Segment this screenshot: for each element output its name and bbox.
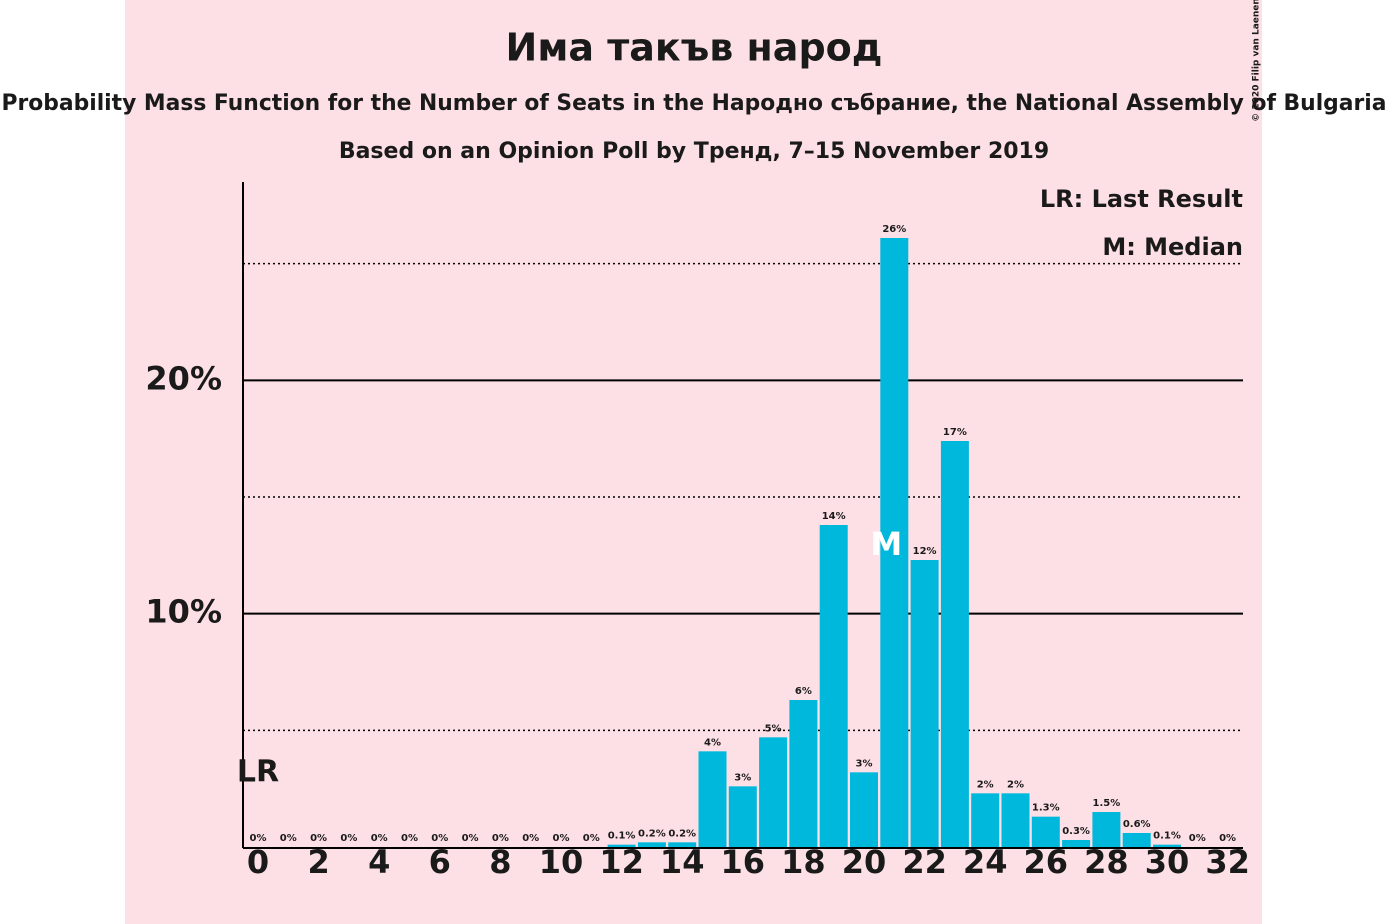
bar	[971, 793, 1000, 847]
bar	[940, 441, 969, 847]
bar	[819, 525, 848, 847]
x-tick-label: 16	[721, 843, 766, 881]
value-label: 0%	[250, 833, 267, 844]
value-label: 0%	[1219, 833, 1236, 844]
value-label: 0.6%	[1123, 819, 1151, 830]
value-label: 3%	[734, 772, 751, 783]
legend-entry: M: Median	[1102, 233, 1243, 261]
bar	[850, 772, 878, 847]
bar	[668, 842, 697, 847]
bar	[607, 844, 636, 847]
x-tick-label: 20	[842, 843, 887, 881]
bar	[1001, 793, 1030, 847]
bar	[910, 560, 939, 847]
value-label: 4%	[704, 737, 721, 748]
bar	[759, 737, 788, 847]
bar	[880, 238, 909, 847]
bar	[1092, 812, 1121, 847]
x-tick-label: 24	[963, 843, 1008, 881]
bar	[698, 751, 727, 847]
value-label: 0.1%	[1153, 831, 1181, 842]
x-tick-label: 28	[1084, 843, 1129, 881]
value-label: 0%	[431, 833, 448, 844]
last-result-marker: LR	[237, 755, 279, 790]
value-label: 0%	[280, 833, 297, 844]
x-tick-label: 8	[489, 843, 511, 881]
grid: 10% 20%	[145, 262, 1243, 732]
value-label: 0%	[583, 833, 600, 844]
value-label: 26%	[882, 224, 906, 235]
value-label: 0.2%	[638, 828, 666, 839]
x-tick-label: 32	[1205, 843, 1250, 881]
value-label: 0%	[310, 833, 327, 844]
value-label: 0%	[401, 833, 418, 844]
chart-subtitle: Probability Mass Function for the Number…	[2, 91, 1387, 116]
value-label: 1.5%	[1093, 798, 1121, 809]
value-label: 0%	[371, 833, 388, 844]
value-label: 17%	[943, 427, 967, 438]
value-label: 0.3%	[1062, 826, 1090, 837]
x-tick-label: 22	[902, 843, 947, 881]
y-tick-label: 20%	[145, 359, 222, 397]
x-tick-label: 10	[539, 843, 584, 881]
value-label: 0%	[492, 833, 509, 844]
x-tick-label: 26	[1024, 843, 1069, 881]
x-tick-label: 30	[1145, 843, 1190, 881]
value-label: 12%	[913, 546, 937, 557]
x-tick-label: 4	[368, 843, 390, 881]
bar	[1062, 840, 1091, 847]
chart-source: Based on an Opinion Poll by Тренд, 7–15 …	[339, 139, 1049, 164]
value-label: 2%	[1007, 779, 1024, 790]
chart-title: Има такъв народ	[506, 26, 883, 70]
value-label: 0%	[522, 833, 539, 844]
background	[125, 0, 1262, 924]
value-label: 0.1%	[608, 831, 636, 842]
x-tick-label: 0	[247, 843, 269, 881]
x-tick-label: 2	[307, 843, 329, 881]
x-tick-label: 6	[429, 843, 451, 881]
bar	[637, 842, 666, 847]
bar	[1122, 833, 1151, 847]
bar	[789, 700, 818, 847]
legend-entry: LR: Last Result	[1040, 185, 1243, 213]
bars	[607, 238, 1181, 847]
value-label: 0%	[462, 833, 479, 844]
value-label: 0%	[553, 833, 570, 844]
value-label: 2%	[977, 779, 994, 790]
value-label: 1.3%	[1032, 803, 1060, 814]
x-tick-label: 18	[781, 843, 826, 881]
value-label: 0%	[340, 833, 357, 844]
x-tick-label: 12	[599, 843, 644, 881]
bar	[1031, 816, 1060, 847]
value-label: 3%	[856, 758, 873, 769]
value-label: 14%	[822, 511, 846, 522]
value-label: 5%	[765, 723, 782, 734]
median-marker: M	[870, 525, 902, 563]
value-label: 0%	[1189, 833, 1206, 844]
x-tick-label: 14	[660, 843, 705, 881]
bar	[728, 786, 757, 847]
bar	[1153, 844, 1181, 847]
value-label: 0.2%	[668, 828, 696, 839]
y-tick-label: 10%	[145, 593, 222, 631]
copyright: © 2020 Filip van Laenen	[1252, 0, 1262, 122]
value-label: 6%	[795, 686, 812, 697]
